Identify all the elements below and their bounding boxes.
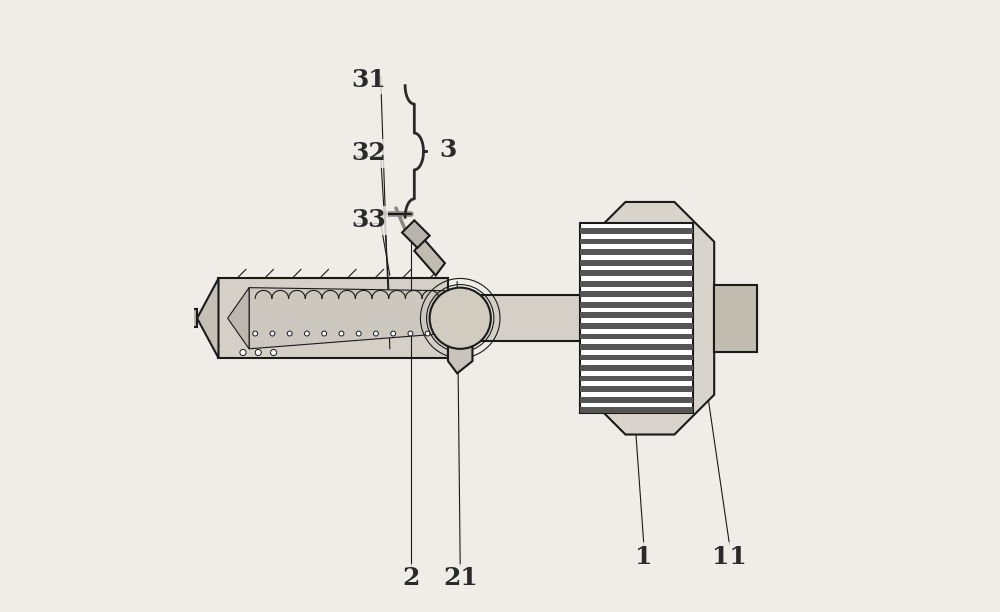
Bar bbox=[460, 295, 586, 341]
Text: 1: 1 bbox=[635, 545, 653, 569]
Bar bbox=[580, 397, 693, 403]
Text: 21: 21 bbox=[443, 566, 478, 591]
Bar bbox=[580, 344, 693, 350]
Bar bbox=[580, 365, 693, 371]
Polygon shape bbox=[218, 278, 448, 358]
Circle shape bbox=[270, 349, 277, 356]
Polygon shape bbox=[448, 297, 472, 340]
Circle shape bbox=[408, 331, 413, 336]
Bar bbox=[580, 323, 693, 329]
Bar bbox=[580, 354, 693, 360]
Bar bbox=[580, 281, 693, 286]
Polygon shape bbox=[414, 239, 445, 275]
Text: 33: 33 bbox=[351, 208, 386, 233]
Circle shape bbox=[240, 349, 246, 356]
Bar bbox=[580, 386, 693, 392]
Circle shape bbox=[253, 331, 258, 336]
Bar bbox=[580, 228, 693, 234]
Bar bbox=[580, 408, 693, 413]
Circle shape bbox=[430, 288, 491, 349]
Bar bbox=[580, 334, 693, 339]
Text: 11: 11 bbox=[712, 545, 747, 569]
Circle shape bbox=[270, 331, 275, 336]
Circle shape bbox=[391, 331, 396, 336]
Bar bbox=[580, 271, 693, 276]
Polygon shape bbox=[448, 343, 472, 373]
Bar bbox=[580, 291, 693, 297]
Text: 3: 3 bbox=[439, 138, 457, 162]
Polygon shape bbox=[197, 278, 218, 358]
Bar bbox=[714, 285, 757, 352]
Circle shape bbox=[442, 331, 447, 336]
Bar bbox=[580, 239, 693, 244]
Bar bbox=[580, 223, 693, 413]
Bar bbox=[580, 376, 693, 381]
Circle shape bbox=[255, 349, 261, 356]
Bar bbox=[580, 302, 693, 308]
Bar bbox=[580, 313, 693, 318]
Circle shape bbox=[425, 331, 430, 336]
Text: 2: 2 bbox=[403, 566, 420, 591]
Circle shape bbox=[287, 331, 292, 336]
Polygon shape bbox=[249, 288, 445, 349]
Polygon shape bbox=[188, 309, 197, 327]
Text: 32: 32 bbox=[351, 141, 386, 165]
Polygon shape bbox=[586, 202, 714, 435]
Circle shape bbox=[356, 331, 361, 336]
Polygon shape bbox=[402, 220, 430, 248]
Circle shape bbox=[339, 331, 344, 336]
Circle shape bbox=[322, 331, 327, 336]
Bar bbox=[580, 249, 693, 255]
Circle shape bbox=[304, 331, 309, 336]
Circle shape bbox=[373, 331, 378, 336]
Polygon shape bbox=[714, 288, 757, 349]
Bar bbox=[580, 259, 693, 266]
Text: 31: 31 bbox=[351, 67, 386, 92]
Polygon shape bbox=[228, 288, 249, 349]
